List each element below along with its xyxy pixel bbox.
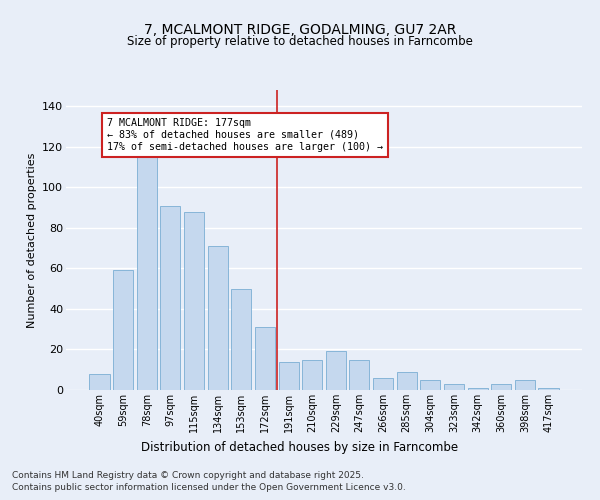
Text: 7 MCALMONT RIDGE: 177sqm
← 83% of detached houses are smaller (489)
17% of semi-: 7 MCALMONT RIDGE: 177sqm ← 83% of detach… bbox=[107, 118, 383, 152]
Bar bbox=[184, 212, 204, 390]
Bar bbox=[326, 352, 346, 390]
Bar bbox=[397, 372, 417, 390]
Bar bbox=[515, 380, 535, 390]
Bar bbox=[420, 380, 440, 390]
Bar bbox=[444, 384, 464, 390]
Bar bbox=[231, 288, 251, 390]
Text: 7, MCALMONT RIDGE, GODALMING, GU7 2AR: 7, MCALMONT RIDGE, GODALMING, GU7 2AR bbox=[144, 22, 456, 36]
Bar bbox=[491, 384, 511, 390]
Y-axis label: Number of detached properties: Number of detached properties bbox=[26, 152, 37, 328]
Text: Size of property relative to detached houses in Farncombe: Size of property relative to detached ho… bbox=[127, 35, 473, 48]
Bar bbox=[302, 360, 322, 390]
Bar bbox=[373, 378, 393, 390]
Bar bbox=[160, 206, 181, 390]
Bar bbox=[255, 327, 275, 390]
Bar bbox=[467, 388, 488, 390]
Text: Contains HM Land Registry data © Crown copyright and database right 2025.
Contai: Contains HM Land Registry data © Crown c… bbox=[12, 471, 406, 492]
Bar bbox=[278, 362, 299, 390]
Bar bbox=[349, 360, 370, 390]
Bar bbox=[113, 270, 133, 390]
Bar bbox=[137, 153, 157, 390]
Bar bbox=[208, 246, 228, 390]
Text: Distribution of detached houses by size in Farncombe: Distribution of detached houses by size … bbox=[142, 441, 458, 454]
Bar bbox=[89, 374, 110, 390]
Bar bbox=[538, 388, 559, 390]
